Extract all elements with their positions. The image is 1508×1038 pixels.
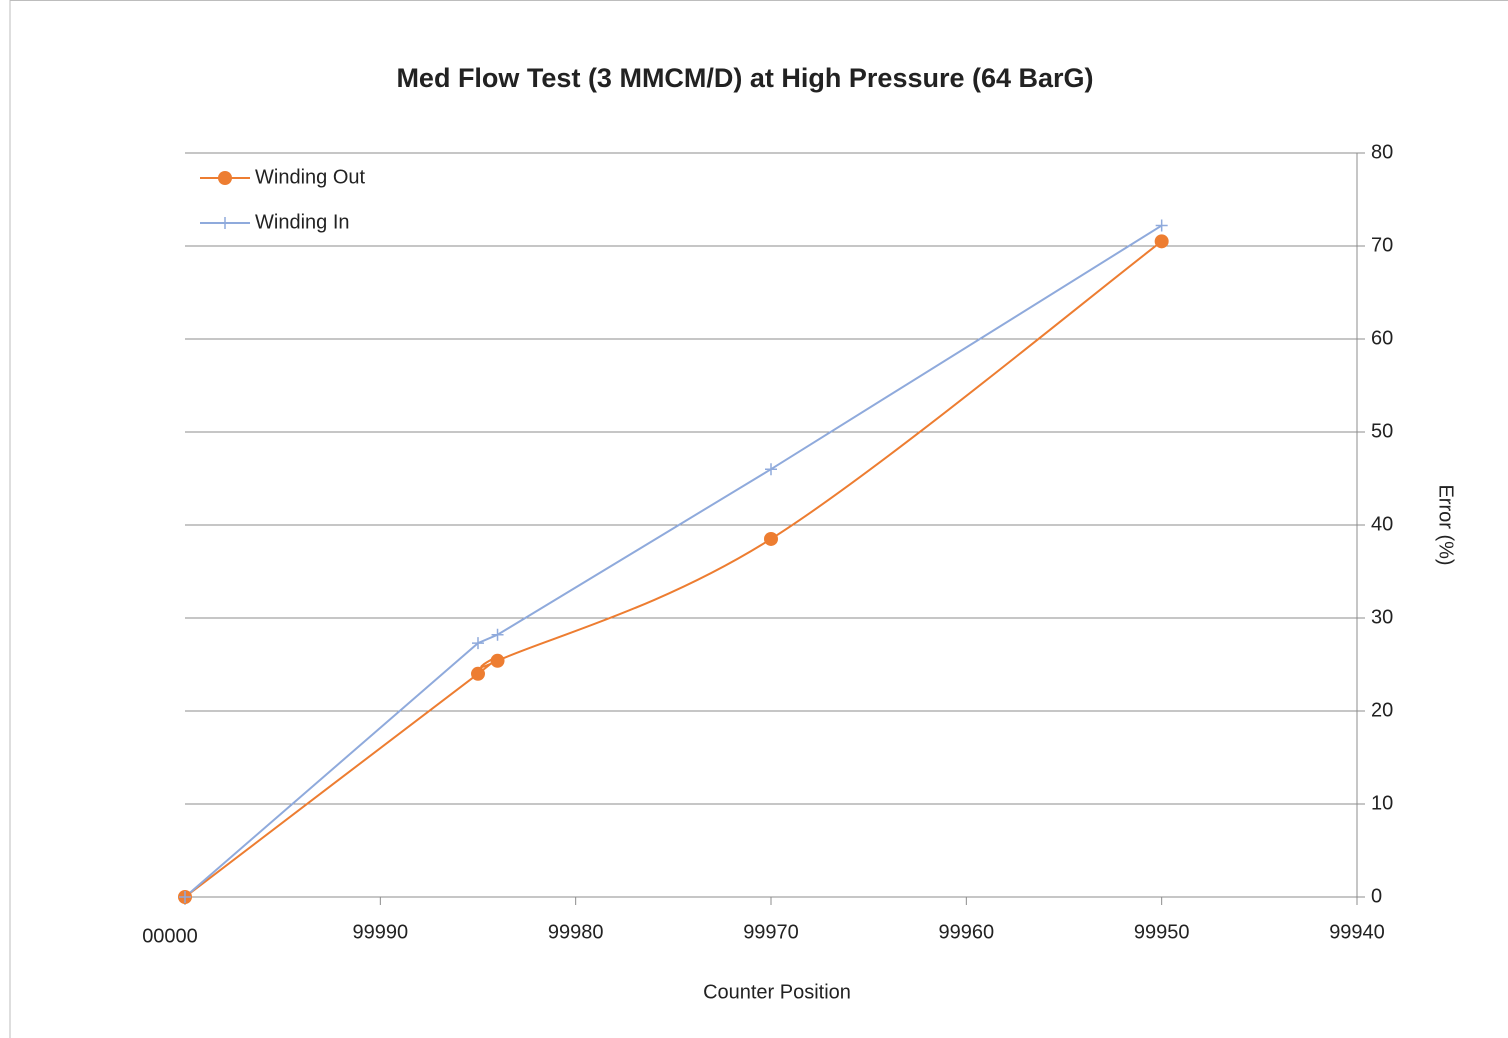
- chart-border: [9, 0, 1508, 1038]
- y-tick-label: 30: [1371, 606, 1393, 628]
- point: [472, 637, 484, 650]
- y-tick-label: 70: [1371, 234, 1393, 256]
- y-tick-label: 0: [1371, 885, 1382, 907]
- series-line: [184, 240, 1163, 898]
- x-tick-label: 00000: [142, 925, 198, 947]
- x-axis-label: Counter Position: [703, 981, 851, 1003]
- y-tick-label: 10: [1371, 792, 1393, 814]
- legend-label: Winding Out: [255, 166, 365, 188]
- legend-marker: [218, 171, 232, 185]
- x-tick-label: 99970: [743, 921, 799, 943]
- point: [491, 628, 504, 641]
- point: [1155, 219, 1168, 232]
- y-tick-label: 60: [1371, 327, 1393, 349]
- legend-label: Winding In: [255, 211, 350, 233]
- x-tick-label: 99990: [353, 921, 409, 943]
- y-tick-label: 20: [1371, 699, 1393, 721]
- point: [490, 653, 505, 668]
- x-tick-label: 99960: [939, 921, 995, 943]
- point: [765, 463, 777, 476]
- point: [764, 531, 778, 546]
- y-tick-label: 80: [1371, 141, 1393, 163]
- x-tick-label: 99950: [1134, 921, 1190, 943]
- point: [1154, 234, 1169, 249]
- x-tick-label: 99940: [1329, 921, 1385, 943]
- y-axis-label: Error (%): [1435, 484, 1457, 565]
- y-tick-label: 50: [1371, 420, 1393, 442]
- y-tick-label: 40: [1371, 513, 1393, 535]
- point: [471, 666, 485, 681]
- x-tick-label: 99980: [548, 921, 604, 943]
- point: [179, 891, 191, 903]
- chart-title: Med Flow Test (3 MMCM/D) at High Pressur…: [396, 63, 1093, 93]
- legend-marker: [219, 217, 231, 229]
